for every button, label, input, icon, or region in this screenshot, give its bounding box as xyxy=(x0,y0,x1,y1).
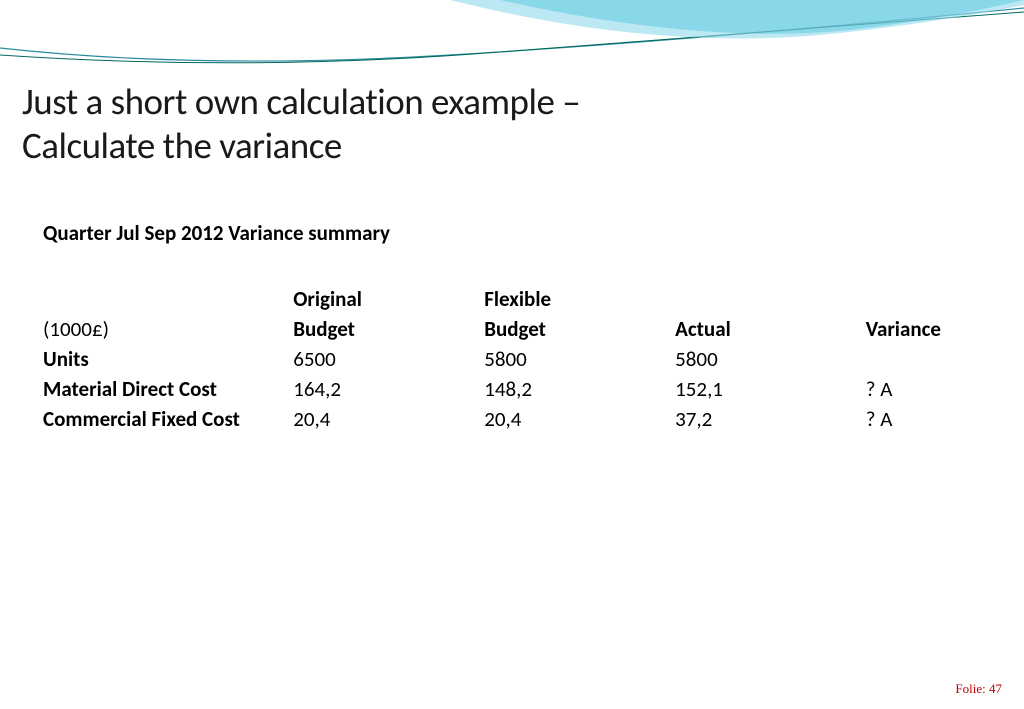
col-header-actual-1 xyxy=(675,284,866,314)
cell-commercial-flexible: 20,4 xyxy=(484,404,675,434)
cell-material-flexible: 148,2 xyxy=(484,374,675,404)
header-row-1: Original Flexible xyxy=(43,284,994,314)
col-header-flexible-2: Budget xyxy=(484,314,675,344)
col-header-original-1: Original xyxy=(293,284,484,314)
col-header-variance-1 xyxy=(866,284,994,314)
col-header-variance-2: Variance xyxy=(866,314,994,344)
row-label-units: Units xyxy=(43,344,293,374)
slide-number: Folie: 47 xyxy=(955,681,1002,697)
cell-units-original: 6500 xyxy=(293,344,484,374)
cell-units-variance xyxy=(866,344,994,374)
cell-units-actual: 5800 xyxy=(675,344,866,374)
content-area: Quarter Jul Sep 2012 Variance summary Or… xyxy=(43,220,994,434)
cell-material-actual: 152,1 xyxy=(675,374,866,404)
cell-material-variance: ? A xyxy=(866,374,994,404)
cell-commercial-original: 20,4 xyxy=(293,404,484,434)
variance-table: Original Flexible (1000£) Budget Budget … xyxy=(43,284,994,434)
cell-units-flexible: 5800 xyxy=(484,344,675,374)
variance-subtitle: Quarter Jul Sep 2012 Variance summary xyxy=(43,220,994,246)
row-label-commercial: Commercial Fixed Cost xyxy=(43,404,293,434)
header-row-2: (1000£) Budget Budget Actual Variance xyxy=(43,314,994,344)
cell-material-original: 164,2 xyxy=(293,374,484,404)
table-row: Commercial Fixed Cost 20,4 20,4 37,2 ? A xyxy=(43,404,994,434)
cell-commercial-actual: 37,2 xyxy=(675,404,866,434)
cell-commercial-variance: ? A xyxy=(866,404,994,434)
unit-label: (1000£) xyxy=(43,314,293,344)
wave-decoration xyxy=(0,0,1024,80)
table-row: Units 6500 5800 5800 xyxy=(43,344,994,374)
slide-title: Just a short own calculation example – C… xyxy=(22,80,580,169)
row-label-material: Material Direct Cost xyxy=(43,374,293,404)
table-row: Material Direct Cost 164,2 148,2 152,1 ?… xyxy=(43,374,994,404)
col-header-flexible-1: Flexible xyxy=(484,284,675,314)
col-header-actual-2: Actual xyxy=(675,314,866,344)
title-line-2: Calculate the variance xyxy=(22,123,342,168)
title-line-1: Just a short own calculation example – xyxy=(22,79,580,124)
col-header-original-2: Budget xyxy=(293,314,484,344)
